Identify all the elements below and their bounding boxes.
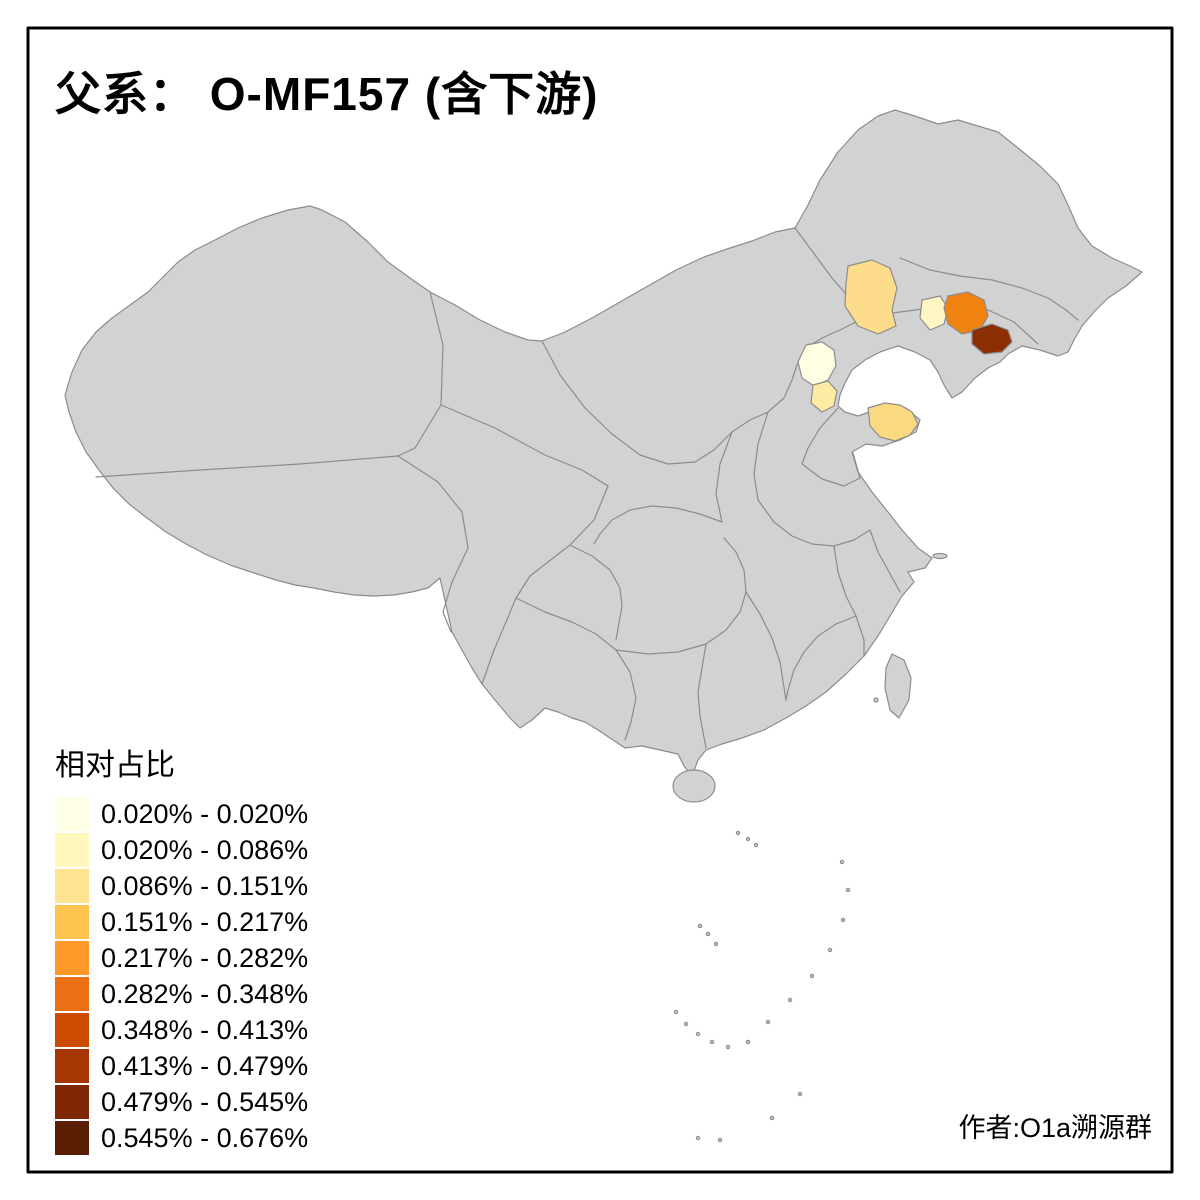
chongming-island (932, 552, 948, 560)
legend-row: 0.348% - 0.413% (55, 1012, 308, 1048)
legend-label: 0.020% - 0.086% (101, 834, 309, 865)
penghu-island (873, 697, 879, 703)
map-region-inner-mongolia-se (844, 259, 898, 335)
legend-swatch (55, 1085, 89, 1119)
map-region-liaoning-nw-pale (919, 295, 949, 331)
map-layers (26, 26, 1174, 1174)
map-region-beijing (797, 341, 837, 387)
islands (672, 552, 948, 1143)
legend-swatch (55, 941, 89, 975)
legend-label: 0.545% - 0.676% (101, 1122, 309, 1153)
legend-row: 0.545% - 0.676% (55, 1120, 308, 1156)
colored-regions (797, 259, 1013, 442)
legend-row: 0.479% - 0.545% (55, 1084, 308, 1120)
legend-swatch (55, 905, 89, 939)
legend-swatch (55, 1049, 89, 1083)
legend-label: 0.020% - 0.020% (101, 798, 309, 829)
legend-row: 0.151% - 0.217% (55, 904, 308, 940)
legend-label: 0.217% - 0.282% (101, 942, 309, 973)
legend-row: 0.020% - 0.086% (55, 832, 308, 868)
map-region-liaoning-coast-dark (971, 323, 1013, 355)
legend-label: 0.151% - 0.217% (101, 906, 309, 937)
legend-row: 0.282% - 0.348% (55, 976, 308, 1012)
legend-label: 0.282% - 0.348% (101, 978, 309, 1009)
legend-row: 0.217% - 0.282% (55, 940, 308, 976)
map-region-tianjin (810, 380, 838, 413)
province-borders (95, 227, 1079, 749)
legend-swatch (55, 833, 89, 867)
legend-title: 相对占比 (55, 749, 175, 782)
author-credit: 作者:O1a溯源群 (958, 1113, 1152, 1143)
legend: 相对占比 0.020% - 0.020% 0.020% - 0.086% 0.0… (55, 740, 308, 1156)
figure-frame (26, 26, 1174, 1174)
legend-swatch (55, 797, 89, 831)
legend-label: 0.348% - 0.413% (101, 1014, 309, 1045)
mainland-outline (64, 109, 1143, 777)
taiwan-island (884, 653, 912, 719)
legend-label: 0.413% - 0.479% (101, 1050, 309, 1081)
legend-label: 0.479% - 0.545% (101, 1086, 309, 1117)
page-title: 父系： O-MF157 (含下游) (55, 68, 599, 120)
legend-swatch (55, 1013, 89, 1047)
hainan-island (672, 769, 716, 803)
legend-swatch (55, 977, 89, 1011)
south-china-sea-islets (673, 830, 851, 1143)
legend-label: 0.086% - 0.151% (101, 870, 309, 901)
legend-row: 0.413% - 0.479% (55, 1048, 308, 1084)
legend-row: 0.086% - 0.151% (55, 868, 308, 904)
legend-swatch (55, 1121, 89, 1155)
legend-row: 0.020% - 0.020% (55, 796, 308, 832)
legend-swatch (55, 869, 89, 903)
map-region-shandong-peninsula (867, 402, 919, 442)
